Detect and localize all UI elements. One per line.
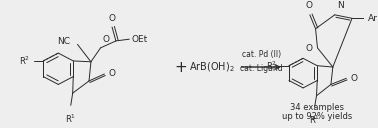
Text: NC: NC	[57, 37, 70, 46]
Text: +: +	[175, 60, 187, 74]
Text: R$^1$: R$^1$	[65, 112, 76, 125]
Text: O: O	[305, 1, 312, 10]
Text: cat. Pd (II): cat. Pd (II)	[242, 50, 281, 59]
Text: R$^2$: R$^2$	[19, 55, 30, 67]
Text: ArB(OH)$_2$: ArB(OH)$_2$	[189, 60, 235, 74]
Text: Ar: Ar	[368, 14, 378, 23]
Text: O: O	[306, 44, 313, 53]
Text: OEt: OEt	[131, 35, 147, 44]
Text: O: O	[102, 35, 110, 44]
Text: O: O	[350, 74, 357, 83]
Text: cat. Ligand: cat. Ligand	[240, 64, 283, 73]
Text: N: N	[337, 1, 344, 10]
Text: R$^1$: R$^1$	[309, 114, 320, 126]
Text: R$^2$: R$^2$	[266, 60, 277, 72]
Text: O: O	[108, 69, 115, 78]
Text: 34 examples: 34 examples	[290, 103, 344, 112]
Text: up to 92% yields: up to 92% yields	[282, 112, 353, 121]
Text: O: O	[108, 14, 116, 23]
